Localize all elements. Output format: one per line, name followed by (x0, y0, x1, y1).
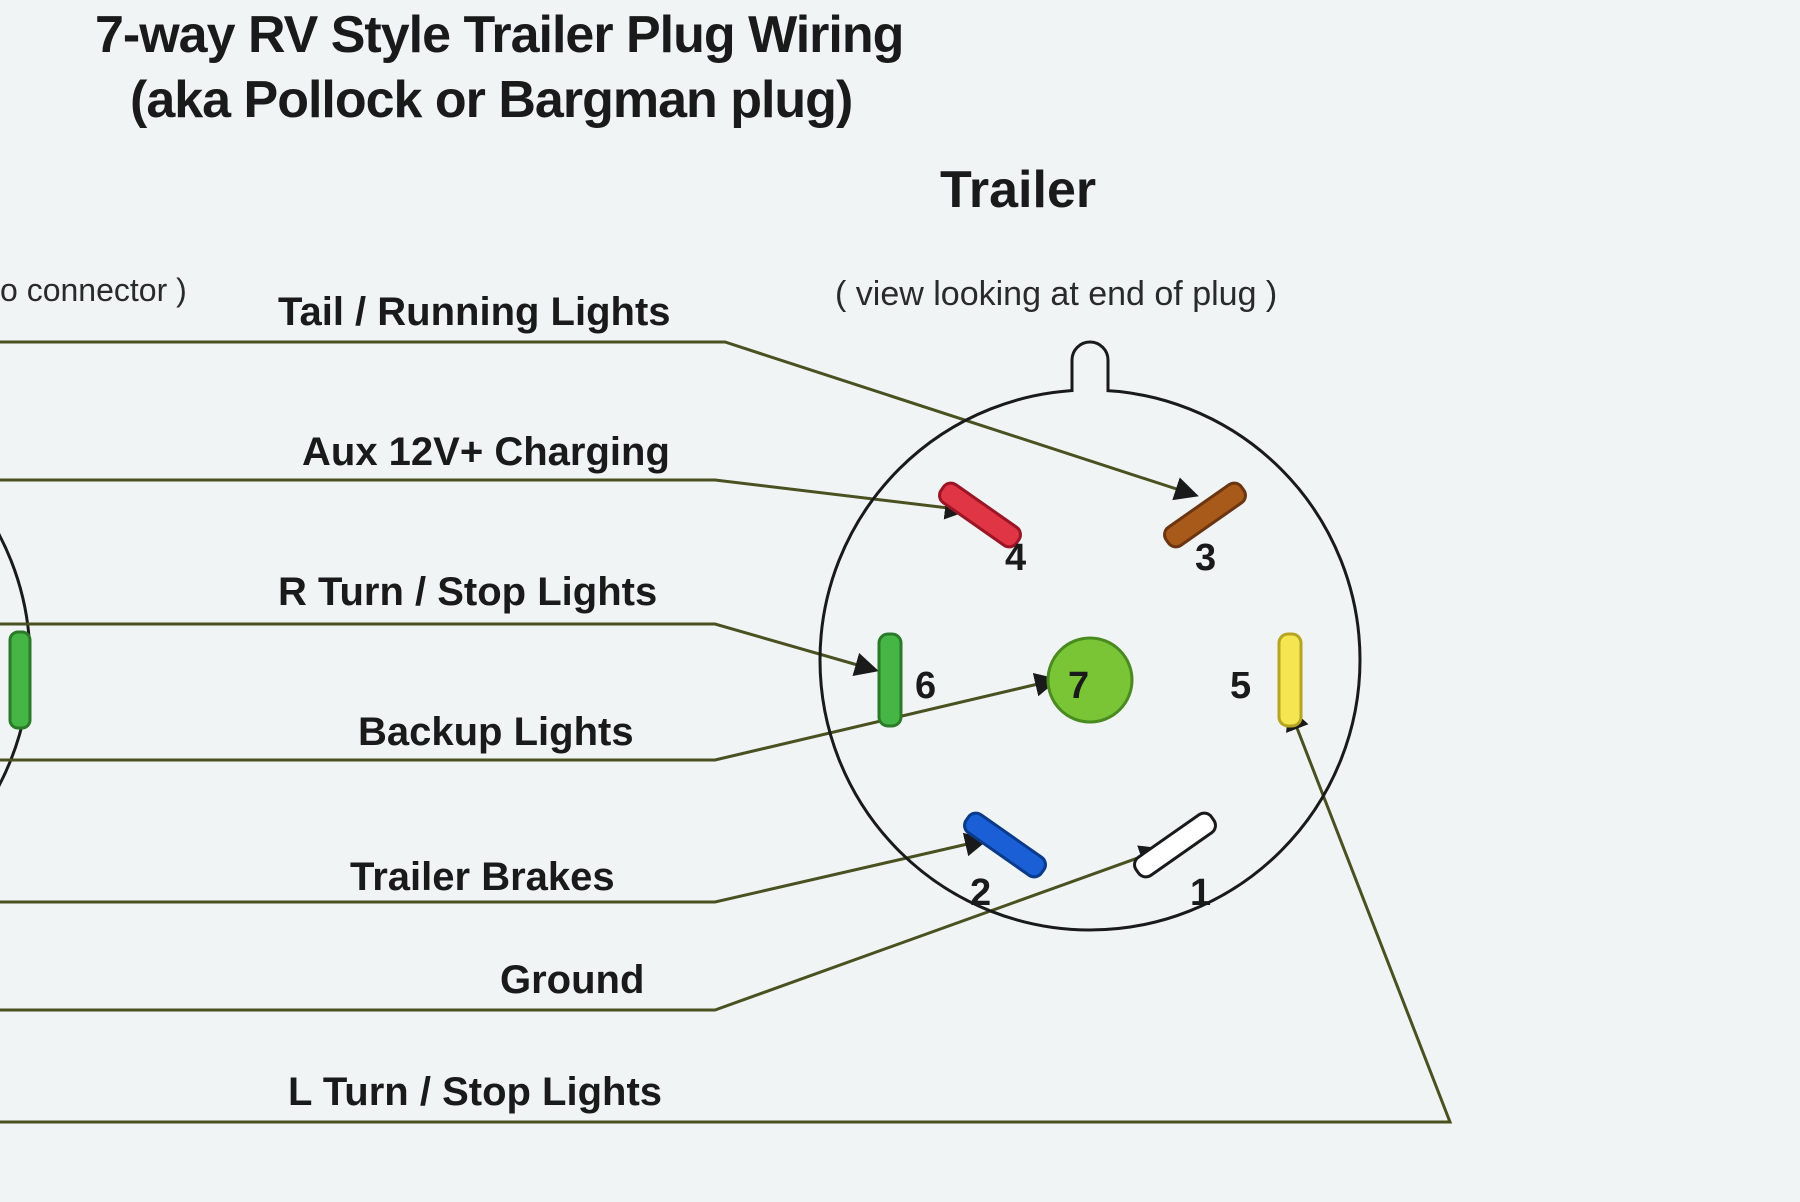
wire-label-3: Backup Lights (358, 710, 634, 755)
svg-text:7: 7 (1068, 665, 1089, 707)
wiring-diagram-page: 1 2 3 4 5 6 7 7-way RV Style Trailer Plug Wiri… (0, 0, 1800, 1202)
svg-text:3: 3 (1195, 537, 1216, 579)
svg-text:6: 6 (915, 665, 936, 707)
trailer-caption: ( view looking at end of plug ) (835, 275, 1277, 314)
svg-text:2: 2 (970, 872, 991, 914)
svg-text:5: 5 (1230, 665, 1251, 707)
wire-label-4: Trailer Brakes (350, 855, 615, 900)
main-title-line2: (aka Pollock or Bargman plug) (130, 70, 852, 130)
trailer-title: Trailer (940, 160, 1096, 220)
wire-label-6: L Turn / Stop Lights (288, 1070, 662, 1115)
wire-label-2: R Turn / Stop Lights (278, 570, 657, 615)
wire-label-5: Ground (500, 958, 644, 1003)
connector-caption-fragment: o connector ) (0, 272, 187, 309)
svg-text:4: 4 (1005, 537, 1026, 579)
main-title-line1: 7-way RV Style Trailer Plug Wiring (95, 5, 903, 65)
svg-text:1: 1 (1190, 872, 1211, 914)
diagram-svg: 1 2 3 4 5 6 7 (0, 0, 1800, 1202)
wire-label-0: Tail / Running Lights (278, 290, 671, 335)
wire-label-1: Aux 12V+ Charging (302, 430, 670, 475)
